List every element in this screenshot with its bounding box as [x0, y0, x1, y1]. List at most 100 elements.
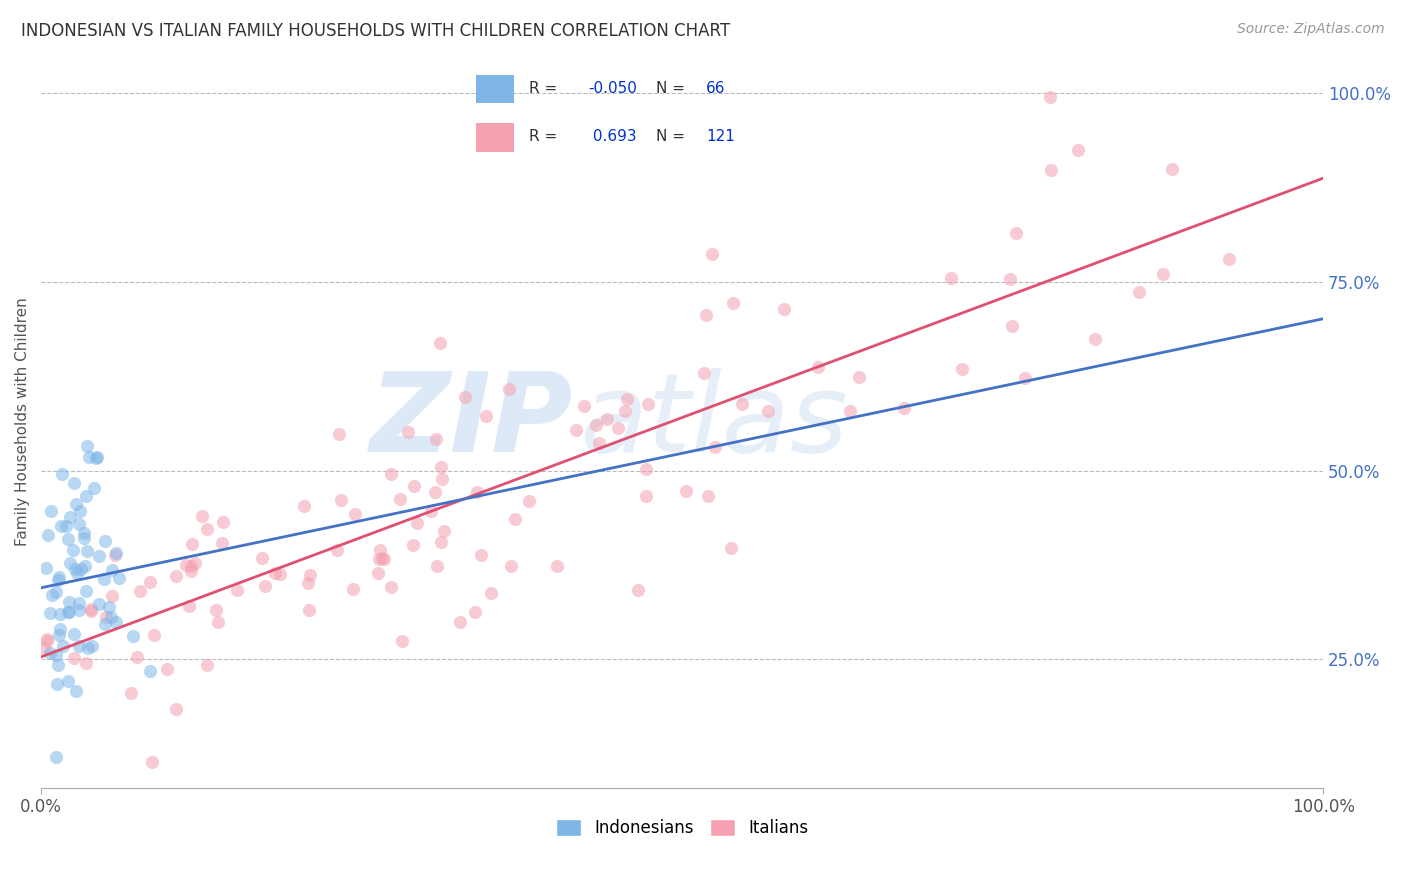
Point: [343, 508, 366, 522]
Point: [104, 548, 127, 562]
Point: [298, 603, 321, 617]
Point: [433, 524, 456, 538]
Text: INDONESIAN VS ITALIAN FAMILY HOUSEHOLDS WITH CHILDREN CORRELATION CHART: INDONESIAN VS ITALIAN FAMILY HOUSEHOLDS …: [21, 22, 730, 40]
Point: [254, 579, 277, 593]
Point: [396, 425, 419, 439]
Point: [177, 599, 200, 613]
Text: atlas: atlas: [579, 368, 848, 475]
Point: [498, 382, 520, 396]
Point: [86, 450, 108, 465]
Point: [328, 427, 350, 442]
Point: [49, 607, 72, 622]
Point: [574, 399, 596, 413]
Point: [67, 640, 90, 654]
Point: [419, 503, 441, 517]
Text: Source: ZipAtlas.com: Source: ZipAtlas.com: [1237, 22, 1385, 37]
Point: [616, 392, 638, 407]
Point: [675, 484, 697, 499]
Point: [950, 361, 973, 376]
Point: [65, 497, 87, 511]
Point: [595, 412, 617, 426]
Point: [107, 571, 129, 585]
Legend: Indonesians, Italians: Indonesians, Italians: [547, 811, 817, 846]
Point: [80, 601, 103, 615]
Point: [614, 404, 637, 418]
Point: [848, 370, 870, 384]
Point: [453, 390, 475, 404]
Text: 121: 121: [706, 129, 735, 145]
Point: [636, 462, 658, 476]
Point: [87, 597, 110, 611]
Point: [207, 615, 229, 629]
Point: [69, 503, 91, 517]
Point: [75, 489, 97, 503]
Point: [1152, 267, 1174, 281]
Point: [58, 605, 80, 619]
Point: [80, 604, 103, 618]
Point: [195, 658, 218, 673]
Point: [212, 515, 235, 529]
Point: [1004, 226, 1026, 240]
Text: 0.693: 0.693: [588, 129, 637, 145]
Point: [73, 532, 96, 546]
Point: [77, 450, 100, 464]
Point: [35, 561, 58, 575]
Point: [1128, 285, 1150, 300]
Text: 66: 66: [706, 81, 725, 96]
Point: [197, 521, 219, 535]
Point: [250, 550, 273, 565]
Bar: [475, 123, 515, 152]
Point: [58, 605, 80, 619]
Point: [330, 493, 353, 508]
Point: [70, 562, 93, 576]
Point: [426, 559, 449, 574]
Point: [41, 588, 63, 602]
Point: [105, 545, 128, 559]
Point: [45, 677, 67, 691]
Point: [141, 755, 163, 769]
Point: [120, 686, 142, 700]
Point: [998, 272, 1021, 286]
Point: [773, 302, 796, 317]
Point: [585, 418, 607, 433]
Point: [731, 397, 754, 411]
Point: [721, 296, 744, 310]
Point: [697, 489, 720, 503]
Point: [1039, 90, 1062, 104]
Point: [181, 537, 204, 551]
Point: [693, 367, 716, 381]
Text: R =: R =: [529, 81, 557, 96]
Point: [76, 544, 98, 558]
Point: [1001, 318, 1024, 333]
Point: [62, 651, 84, 665]
Point: [380, 467, 402, 482]
Point: [180, 559, 202, 574]
Point: [67, 596, 90, 610]
Point: [695, 308, 717, 322]
Point: [122, 629, 145, 643]
Point: [425, 433, 447, 447]
Point: [80, 639, 103, 653]
Y-axis label: Family Households with Children: Family Households with Children: [15, 297, 30, 546]
Point: [125, 649, 148, 664]
Point: [94, 617, 117, 632]
Point: [174, 558, 197, 573]
Point: [84, 451, 107, 466]
Point: [636, 489, 658, 503]
Point: [165, 702, 187, 716]
Point: [45, 585, 67, 599]
Point: [191, 509, 214, 524]
Point: [430, 534, 453, 549]
Point: [94, 533, 117, 548]
Point: [76, 439, 98, 453]
Point: [56, 673, 79, 688]
Point: [1014, 371, 1036, 385]
Point: [67, 517, 90, 532]
Point: [67, 603, 90, 617]
Point: [405, 516, 427, 530]
Point: [1067, 143, 1090, 157]
Point: [505, 512, 527, 526]
Text: N =: N =: [655, 129, 685, 145]
Point: [105, 615, 128, 630]
Point: [264, 566, 287, 581]
